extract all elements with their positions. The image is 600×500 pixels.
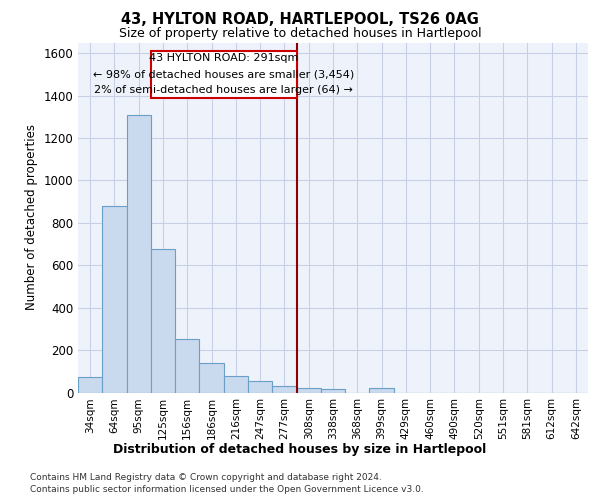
Y-axis label: Number of detached properties: Number of detached properties xyxy=(25,124,38,310)
Text: 2% of semi-detached houses are larger (64) →: 2% of semi-detached houses are larger (6… xyxy=(94,85,353,95)
Text: Contains HM Land Registry data © Crown copyright and database right 2024.: Contains HM Land Registry data © Crown c… xyxy=(30,472,382,482)
Bar xyxy=(321,390,345,392)
Bar xyxy=(296,388,321,392)
Text: Contains public sector information licensed under the Open Government Licence v3: Contains public sector information licen… xyxy=(30,485,424,494)
Text: ← 98% of detached houses are smaller (3,454): ← 98% of detached houses are smaller (3,… xyxy=(93,70,355,80)
Bar xyxy=(199,363,224,392)
Bar xyxy=(78,376,102,392)
Bar xyxy=(248,381,272,392)
Text: 43, HYLTON ROAD, HARTLEPOOL, TS26 0AG: 43, HYLTON ROAD, HARTLEPOOL, TS26 0AG xyxy=(121,12,479,28)
Text: Size of property relative to detached houses in Hartlepool: Size of property relative to detached ho… xyxy=(119,28,481,40)
Text: Distribution of detached houses by size in Hartlepool: Distribution of detached houses by size … xyxy=(113,442,487,456)
Text: 43 HYLTON ROAD: 291sqm: 43 HYLTON ROAD: 291sqm xyxy=(149,54,298,64)
Bar xyxy=(224,376,248,392)
Bar xyxy=(151,250,175,392)
Bar xyxy=(370,388,394,392)
Bar xyxy=(175,340,199,392)
Bar xyxy=(272,386,296,392)
Bar xyxy=(102,206,127,392)
Bar xyxy=(151,51,296,98)
Bar xyxy=(127,114,151,392)
